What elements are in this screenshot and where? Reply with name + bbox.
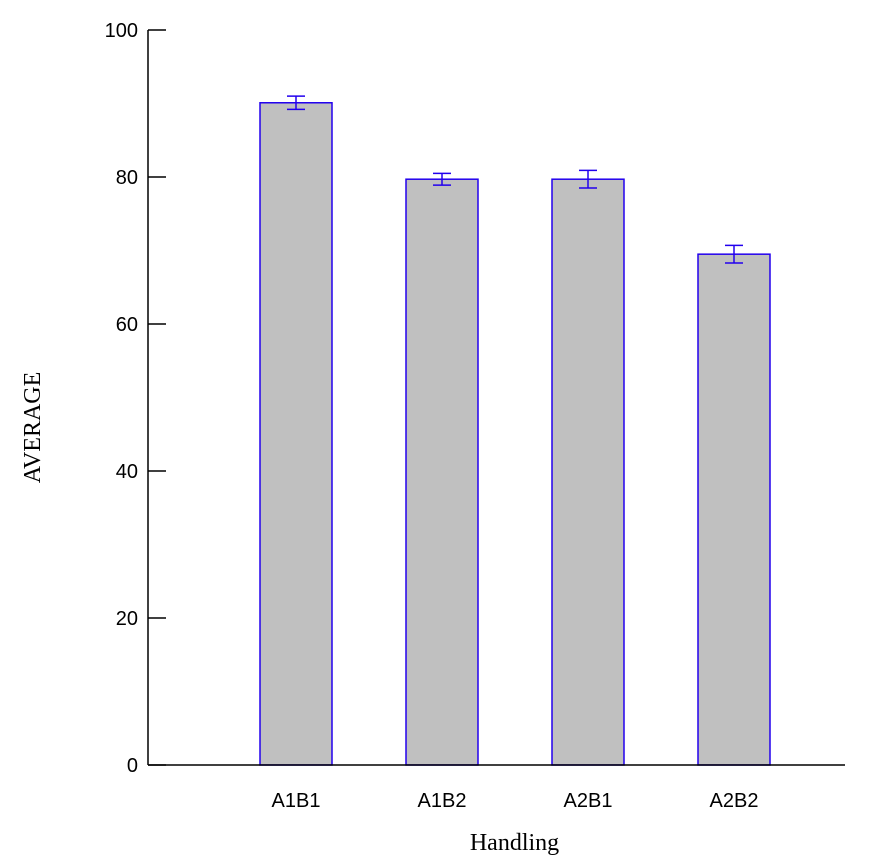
x-tick-label-a2b1: A2B1 (564, 790, 613, 812)
bar-a2b2 (697, 253, 771, 766)
y-ticks-layer: 0 20 40 60 80 100 (105, 20, 166, 777)
error-bar-a2b2 (725, 244, 743, 264)
y-tick-label: 40 (116, 461, 138, 483)
error-bar-a1b2 (433, 172, 451, 186)
error-bar-a1b1 (287, 95, 305, 111)
x-tick-label-a2b2: A2B2 (710, 790, 759, 812)
bars-layer (259, 102, 771, 766)
error-bars-layer (287, 95, 743, 264)
bar-a1b2 (405, 178, 479, 766)
y-tick-label: 100 (105, 20, 138, 42)
error-bar-a2b1 (579, 169, 597, 189)
y-tick-label: 60 (116, 314, 138, 336)
bar-a2b1 (551, 178, 625, 766)
y-tick-label: 80 (116, 167, 138, 189)
x-tick-label-a1b1: A1B1 (272, 790, 321, 812)
axes-layer (147, 30, 845, 766)
x-tick-label-a1b2: A1B2 (418, 790, 467, 812)
y-tick-label: 0 (127, 755, 138, 777)
x-ticks-layer: A1B1 A1B2 A2B1 A2B2 (272, 790, 759, 812)
bar-a1b1 (259, 102, 333, 766)
y-tick-label: 20 (116, 608, 138, 630)
x-axis-title: Handling (470, 830, 559, 856)
y-axis-title: AVERAGE (20, 372, 46, 484)
